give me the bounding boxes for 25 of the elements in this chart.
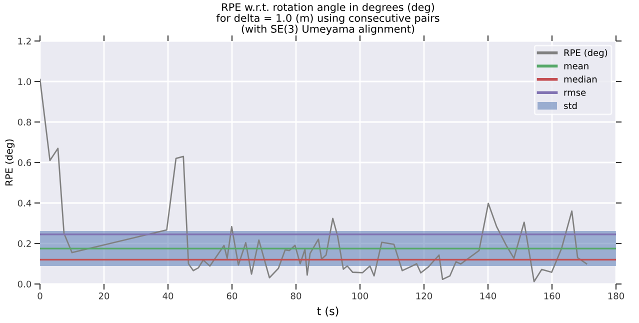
x-tick-label: 160 xyxy=(544,292,560,300)
legend-label: median xyxy=(564,76,597,83)
y-tick-label: 0.8 xyxy=(18,118,32,126)
chart-title: RPE w.r.t. rotation angle in degrees (deg) for delta = 1.0 (m) using consecutive pairs (with SE(3) Umeyama alignment) xyxy=(216,3,440,35)
y-tick-label: 0.0 xyxy=(18,280,32,288)
y-axis-title: RPE (deg) xyxy=(5,139,15,186)
x-tick-label: 20 xyxy=(98,292,110,300)
legend-label: mean xyxy=(564,64,588,70)
x-tick-label: 180 xyxy=(608,292,624,300)
x-axis-title: t (s) xyxy=(317,306,338,317)
x-tick-label: 140 xyxy=(480,292,496,300)
x-tick-label: 60 xyxy=(226,292,238,300)
x-tick-label: 120 xyxy=(416,292,432,300)
legend-label: rmse xyxy=(564,90,586,96)
legend-label: std xyxy=(564,102,577,110)
legend-label: RPE (deg) xyxy=(564,49,608,58)
x-tick-label: 40 xyxy=(162,292,174,300)
y-tick-label: 0.2 xyxy=(18,240,31,248)
x-tick-label: 0 xyxy=(38,292,42,300)
y-tick-label: 1.0 xyxy=(18,78,32,86)
y-tick-label: 0.6 xyxy=(18,159,32,166)
y-tick-label: 0.4 xyxy=(18,200,32,207)
y-tick-label: 1.2 xyxy=(18,38,31,44)
x-tick-label: 80 xyxy=(290,292,302,300)
x-tick-label: 100 xyxy=(352,292,368,300)
